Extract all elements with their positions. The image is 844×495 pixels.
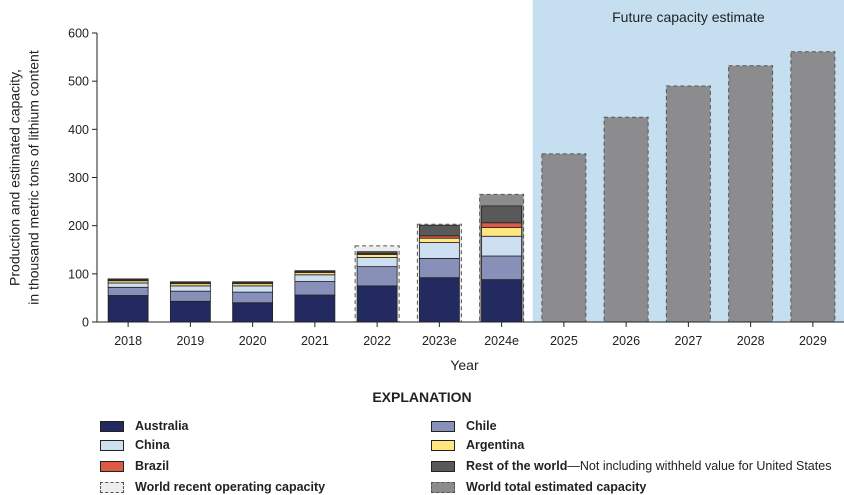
legend-title: EXPLANATION — [372, 389, 472, 405]
legend-item-estimated-capacity: World total estimated capacity — [431, 479, 646, 495]
y-tick-label: 600 — [68, 27, 89, 41]
legend-label: Australia — [135, 419, 189, 433]
legend-swatch-australia — [100, 420, 124, 432]
legend-label: Brazil — [135, 459, 170, 473]
x-tick-label: 2029 — [799, 334, 827, 348]
y-axis-title-line-2: in thousand metric tons of lithium conte… — [26, 50, 42, 305]
bar-segment-rest-of-the-world-2022 — [356, 251, 398, 255]
y-axis-title-line-1: Production and estimated capacity, — [7, 69, 23, 286]
legend-item-chile: Chile — [431, 418, 497, 434]
bar-segment-australia-2023e — [418, 277, 460, 323]
legend-item-brazil: Brazil — [100, 458, 169, 474]
legend-item-operating-capacity: World recent operating capacity — [100, 479, 325, 495]
bar-segment-rest-of-the-world-2023e — [418, 224, 460, 237]
bar-segment-australia-2022 — [356, 285, 398, 323]
legend-label: World total estimated capacity — [466, 480, 647, 494]
estimated-capacity-bar-2027 — [665, 85, 711, 323]
bar-segment-chile-2018 — [107, 286, 149, 296]
legend: EXPLANATION Australia China Brazil World… — [0, 384, 844, 495]
bar-segment-china-2018 — [107, 282, 149, 288]
bar-segment-china-2020 — [232, 285, 274, 293]
bar-segment-chile-2022 — [356, 266, 398, 287]
y-tick-label: 200 — [68, 219, 89, 233]
estimated-capacity-bar-2025 — [541, 153, 587, 323]
x-tick-label: 2025 — [550, 334, 578, 348]
bar-segment-australia-2024e — [481, 279, 523, 323]
legend-item-argentina: Argentina — [431, 437, 524, 453]
x-tick-label: 2018 — [114, 334, 142, 348]
legend-item-rest-of-world: Rest of the world —Not including withhel… — [431, 458, 831, 474]
bar-segment-chile-2019 — [169, 290, 211, 302]
x-tick-label: 2021 — [301, 334, 329, 348]
x-tick-label: 2019 — [176, 334, 204, 348]
x-tick-label: 2023e — [422, 334, 457, 348]
bar-segment-china-2024e — [481, 235, 523, 257]
bar-segment-chile-2021 — [294, 281, 336, 296]
legend-swatch-rest-of-world — [431, 460, 455, 472]
x-tick-label: 2024e — [484, 334, 519, 348]
x-tick-label: 2028 — [737, 334, 765, 348]
bar-segment-australia-2021 — [294, 294, 336, 323]
legend-label: Argentina — [466, 438, 525, 452]
y-tick-label: 500 — [68, 75, 89, 89]
bar-segment-china-2022 — [356, 257, 398, 268]
bar-segment-china-2023e — [418, 242, 460, 259]
bar-segment-rest-of-the-world-2020 — [232, 281, 274, 284]
bar-segment-australia-2020 — [232, 302, 274, 323]
bar-segment-chile-2020 — [232, 291, 274, 304]
bar-segment-argentina-2023e — [418, 237, 460, 243]
bar-segment-rest-of-the-world-2018 — [107, 278, 149, 281]
legend-swatch-estimated-capacity — [431, 481, 455, 493]
legend-label: China — [135, 438, 170, 452]
bar-segment-brazil-2024e — [481, 222, 523, 228]
x-tick-label: 2027 — [674, 334, 702, 348]
future-capacity-label: Future capacity estimate — [612, 9, 765, 25]
legend-swatch-chile — [431, 420, 455, 432]
x-tick-label: 2022 — [363, 334, 391, 348]
legend-swatch-operating-capacity — [100, 481, 124, 493]
bar-segment-chile-2024e — [481, 255, 523, 281]
bar-segment-china-2019 — [169, 285, 211, 292]
bar-segment-australia-2019 — [169, 300, 211, 323]
bar-segment-argentina-2024e — [481, 227, 523, 237]
x-axis-title: Year — [450, 357, 479, 373]
bar-segment-rest-of-the-world-2024e — [481, 205, 523, 224]
estimated-capacity-bar-2026 — [603, 116, 649, 323]
legend-swatch-brazil — [100, 460, 124, 472]
x-tick-label: 2026 — [612, 334, 640, 348]
legend-swatch-argentina — [431, 439, 455, 451]
x-tick-label: 2020 — [239, 334, 267, 348]
legend-swatch-china — [100, 439, 124, 451]
y-tick-label: 300 — [68, 171, 89, 185]
legend-item-china: China — [100, 437, 170, 453]
legend-label: Chile — [466, 419, 497, 433]
legend-label: World recent operating capacity — [135, 480, 326, 494]
bar-segment-china-2021 — [294, 274, 336, 282]
y-tick-label: 100 — [68, 267, 89, 281]
legend-label: Rest of the world — [466, 459, 568, 473]
bar-segment-rest-of-the-world-2021 — [294, 270, 336, 273]
legend-note: —Not including withheld value for United… — [567, 459, 832, 473]
bar-segment-australia-2018 — [107, 295, 149, 323]
estimated-capacity-bar-2028 — [728, 65, 774, 323]
legend-item-australia: Australia — [100, 418, 189, 434]
bar-segment-rest-of-the-world-2019 — [169, 281, 211, 284]
bar-segment-chile-2023e — [418, 258, 460, 279]
y-tick-label: 400 — [68, 123, 89, 137]
y-tick-label: 0 — [82, 316, 89, 330]
estimated-capacity-bar-2029 — [790, 51, 836, 323]
lithium-capacity-chart: Future capacity estimate 0 100 200 300 400 50… — [7, 0, 844, 373]
